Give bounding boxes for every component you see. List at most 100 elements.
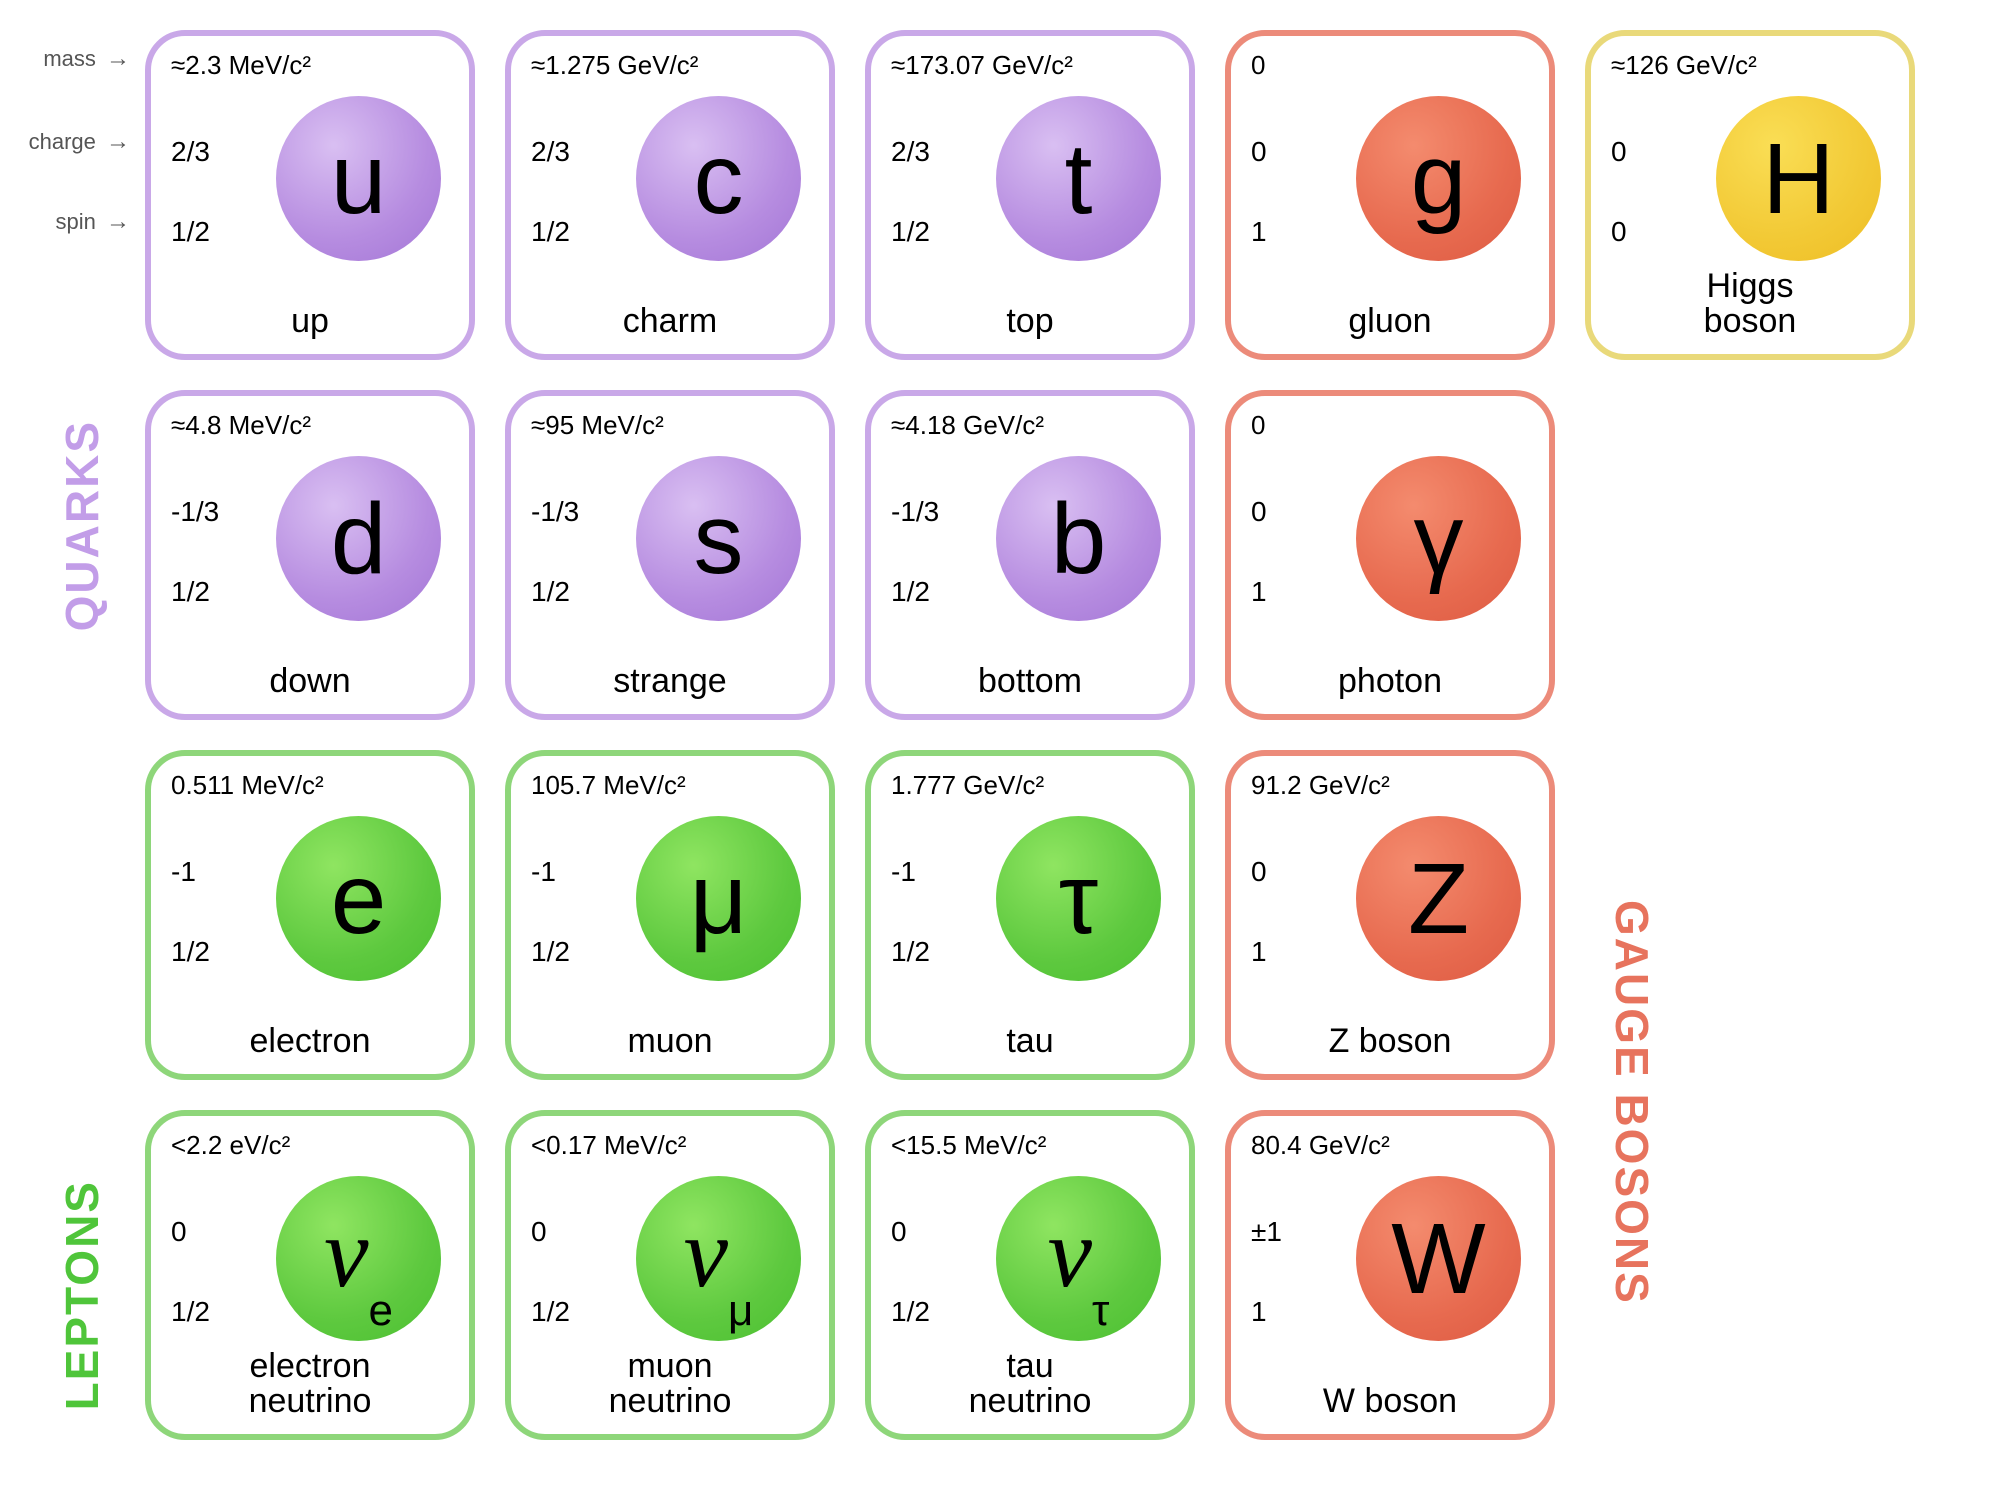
particle-charge: 0	[891, 1216, 907, 1248]
particle-mass: 1.777 GeV/c²	[891, 770, 1044, 801]
particle-charge: -1	[891, 856, 916, 888]
particle-name: strange	[511, 664, 829, 700]
legend-charge: charge →	[0, 128, 130, 156]
particle-symbol-sub: μ	[728, 1286, 753, 1335]
group-label-leptons: LEPTONS	[55, 1180, 109, 1410]
particle-circle-icon: b	[996, 456, 1161, 621]
particle-symbol: e	[331, 849, 387, 949]
particle-spin: 1/2	[171, 1296, 210, 1328]
legend-charge-label: charge	[29, 129, 96, 154]
particle-circle-icon: ντ	[996, 1176, 1161, 1341]
particle-charge: -1	[531, 856, 556, 888]
arrow-icon: →	[106, 208, 130, 235]
particle-symbol: Z	[1408, 849, 1469, 949]
particle-spin: 1/2	[531, 216, 570, 248]
particle-symbol: b	[1051, 489, 1107, 589]
particle-spin: 1/2	[891, 1296, 930, 1328]
particle-circle-icon: g	[1356, 96, 1521, 261]
particle-circle-icon: νμ	[636, 1176, 801, 1341]
particle-cell-tau_neutrino: <15.5 MeV/c²01/2ντtauneutrino	[865, 1110, 1195, 1440]
particle-cell-down: ≈4.8 MeV/c² -1/3 1/2 d down	[145, 390, 475, 720]
particle-charge: -1/3	[171, 496, 219, 528]
particle-name: muon	[511, 1024, 829, 1060]
particle-circle-icon: μ	[636, 816, 801, 981]
particle-symbol: W	[1391, 1209, 1485, 1309]
particle-name: up	[151, 304, 469, 340]
particle-spin: 1/2	[891, 576, 930, 608]
particle-charge: 2/3	[891, 136, 930, 168]
particle-mass: ≈173.07 GeV/c²	[891, 50, 1073, 81]
particle-name: electron	[151, 1024, 469, 1060]
particle-mass: ≈1.275 GeV/c²	[531, 50, 698, 81]
particle-cell-up: ≈2.3 MeV/c²2/31/2uup	[145, 30, 475, 360]
particle-charge: 0	[1611, 136, 1627, 168]
particle-symbol: νe	[324, 1202, 393, 1315]
particle-cell-top: ≈173.07 GeV/c²2/31/2ttop	[865, 30, 1195, 360]
legend-spin: spin →	[0, 208, 130, 236]
particle-cell-tau: 1.777 GeV/c² -1 1/2 τ tau	[865, 750, 1195, 1080]
particle-circle-icon: τ	[996, 816, 1161, 981]
particle-mass: ≈95 MeV/c²	[531, 410, 664, 441]
particle-cell-charm: ≈1.275 GeV/c²2/31/2ccharm	[505, 30, 835, 360]
particle-circle-icon: W	[1356, 1176, 1521, 1341]
particle-symbol: νμ	[684, 1202, 754, 1315]
particle-mass: 105.7 MeV/c²	[531, 770, 686, 801]
particle-symbol: H	[1762, 129, 1834, 229]
particle-charge: 0	[1251, 856, 1267, 888]
particle-spin: 1	[1251, 576, 1267, 608]
particle-spin: 1/2	[891, 936, 930, 968]
particle-circle-icon: γ	[1356, 456, 1521, 621]
particle-mass: <15.5 MeV/c²	[891, 1130, 1046, 1161]
particle-symbol: g	[1411, 129, 1467, 229]
particle-cell-zboson: 91.2 GeV/c²01ZZ boson	[1225, 750, 1555, 1080]
particle-charge: 2/3	[171, 136, 210, 168]
particle-mass: ≈4.8 MeV/c²	[171, 410, 311, 441]
particle-mass: ≈126 GeV/c²	[1611, 50, 1757, 81]
particle-charge: 0	[171, 1216, 187, 1248]
particle-name: tau	[871, 1024, 1189, 1060]
particle-name: W boson	[1231, 1384, 1549, 1420]
legend-spin-label: spin	[56, 209, 96, 234]
particle-name: Higgsboson	[1591, 269, 1909, 340]
particle-mass: <2.2 eV/c²	[171, 1130, 290, 1161]
particle-charge: 0	[531, 1216, 547, 1248]
particle-spin: 1/2	[171, 576, 210, 608]
particle-charge: 2/3	[531, 136, 570, 168]
particle-mass: 91.2 GeV/c²	[1251, 770, 1390, 801]
particle-spin: 1/2	[171, 216, 210, 248]
particle-cell-higgs: ≈126 GeV/c² 0 0 H Higgsboson	[1585, 30, 1915, 360]
particle-symbol: d	[331, 489, 387, 589]
particle-spin: 0	[1611, 216, 1627, 248]
particle-symbol: ντ	[1048, 1202, 1110, 1315]
particle-circle-icon: e	[276, 816, 441, 981]
arrow-icon: →	[106, 45, 130, 72]
particle-circle-icon: Z	[1356, 816, 1521, 981]
arrow-icon: →	[106, 128, 130, 155]
particle-charge: -1/3	[891, 496, 939, 528]
particle-name: photon	[1231, 664, 1549, 700]
particle-spin: 1/2	[531, 576, 570, 608]
particle-mass: 80.4 GeV/c²	[1251, 1130, 1390, 1161]
particle-charge: 0	[1251, 496, 1267, 528]
particle-cell-muon: 105.7 MeV/c²-11/2μmuon	[505, 750, 835, 1080]
particle-charge: ±1	[1251, 1216, 1282, 1248]
particle-spin: 1	[1251, 1296, 1267, 1328]
legend-mass-label: mass	[43, 46, 96, 71]
particle-symbol: t	[1065, 129, 1093, 229]
particle-circle-icon: t	[996, 96, 1161, 261]
particle-symbol: c	[694, 129, 744, 229]
particle-name: electronneutrino	[151, 1349, 469, 1420]
legend-mass: mass →	[0, 45, 130, 73]
particle-name: Z boson	[1231, 1024, 1549, 1060]
particle-cell-photon: 001γphoton	[1225, 390, 1555, 720]
particle-cell-wboson: 80.4 GeV/c² ±1 1 W W boson	[1225, 1110, 1555, 1440]
particle-symbol: γ	[1414, 489, 1464, 589]
particle-cell-strange: ≈95 MeV/c²-1/31/2sstrange	[505, 390, 835, 720]
particle-spin: 1/2	[891, 216, 930, 248]
particle-name: down	[151, 664, 469, 700]
particle-symbol: u	[331, 129, 387, 229]
particle-mass: 0.511 MeV/c²	[171, 770, 324, 801]
particle-name: gluon	[1231, 304, 1549, 340]
particle-charge: -1	[171, 856, 196, 888]
particle-spin: 1/2	[171, 936, 210, 968]
